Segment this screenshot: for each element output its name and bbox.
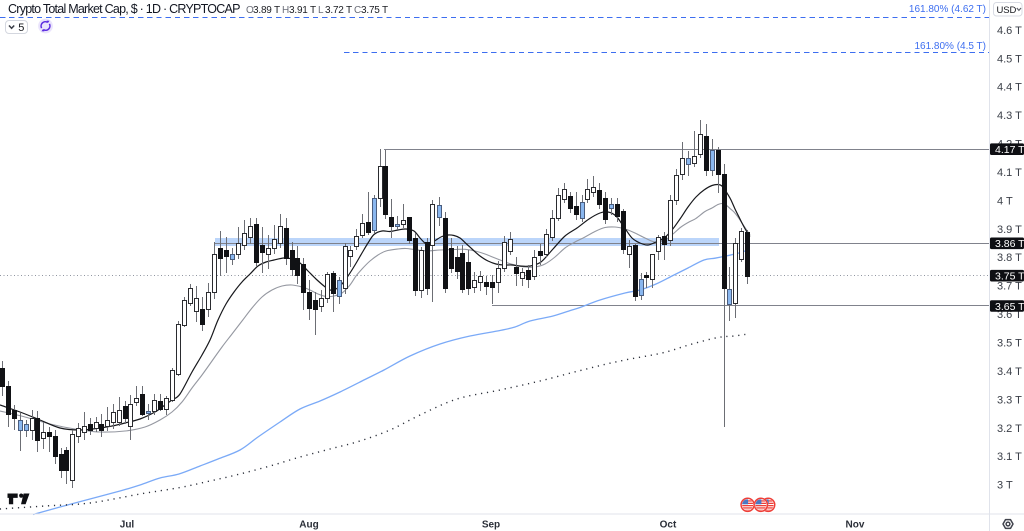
svg-text:Crypto Total Market Cap, $ · 1: Crypto Total Market Cap, $ · 1D · CRYPTO… (8, 2, 240, 16)
svg-text:3.75 T: 3.75 T (995, 271, 1024, 283)
svg-text:3.91 T: 3.91 T (289, 5, 316, 16)
svg-text:USD: USD (997, 5, 1017, 16)
svg-text:3.1 T: 3.1 T (997, 451, 1022, 463)
svg-text:4.3 T: 4.3 T (997, 110, 1022, 122)
svg-text:4.5 T: 4.5 T (997, 53, 1022, 65)
svg-text:C: C (354, 5, 361, 16)
svg-text:4 T: 4 T (997, 195, 1013, 207)
svg-text:3.86 T: 3.86 T (995, 238, 1024, 250)
svg-text:Sep: Sep (482, 520, 500, 531)
svg-text:Nov: Nov (846, 520, 865, 531)
svg-text:3.4 T: 3.4 T (997, 366, 1022, 378)
svg-text:3.72 T: 3.72 T (325, 5, 352, 16)
svg-text:4.1 T: 4.1 T (997, 167, 1022, 179)
svg-text:Oct: Oct (660, 520, 677, 531)
svg-text:4.6 T: 4.6 T (997, 25, 1022, 37)
svg-text:4.4 T: 4.4 T (997, 82, 1022, 94)
svg-text:3.2 T: 3.2 T (997, 423, 1022, 435)
svg-text:5: 5 (18, 22, 24, 34)
svg-text:O: O (246, 5, 254, 16)
svg-text:3 T: 3 T (997, 480, 1013, 492)
svg-text:161.80% (4.62 T): 161.80% (4.62 T) (909, 4, 986, 15)
svg-text:Jul: Jul (120, 520, 135, 531)
svg-text:3.6 T: 3.6 T (997, 309, 1022, 321)
svg-text:L: L (318, 5, 324, 16)
svg-text:3.3 T: 3.3 T (997, 394, 1022, 406)
svg-text:3.7 T: 3.7 T (997, 281, 1022, 293)
svg-text:3.75 T: 3.75 T (361, 5, 388, 16)
svg-text:H: H (282, 5, 289, 16)
svg-text:3.9 T: 3.9 T (997, 224, 1022, 236)
svg-text:3.65 T: 3.65 T (995, 301, 1024, 313)
svg-text:3.5 T: 3.5 T (997, 338, 1022, 350)
svg-text:3.89 T: 3.89 T (253, 5, 280, 16)
svg-text:3.8 T: 3.8 T (997, 252, 1022, 264)
svg-text:Aug: Aug (299, 520, 318, 531)
svg-text:4.17 T: 4.17 T (995, 144, 1024, 156)
svg-text:161.80% (4.5 T): 161.80% (4.5 T) (914, 41, 986, 52)
